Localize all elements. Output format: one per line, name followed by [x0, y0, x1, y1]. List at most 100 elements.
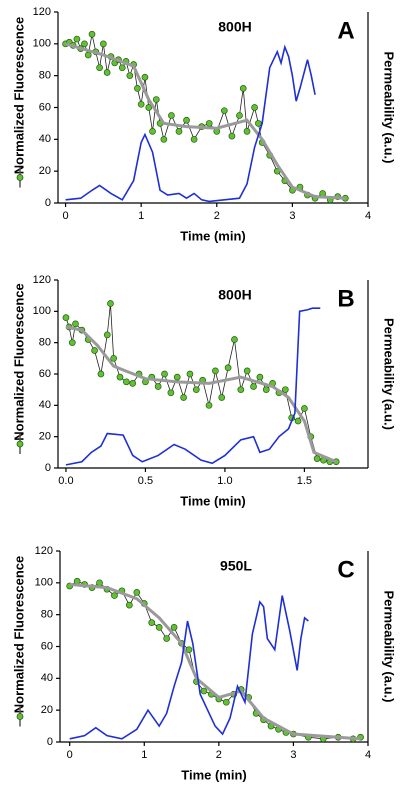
data-point [81, 40, 88, 48]
data-point [294, 417, 302, 425]
data-point [103, 331, 111, 339]
data-point [243, 128, 251, 135]
y-tick-label: 0 [45, 197, 51, 209]
x-tick-label: 1.0 [217, 475, 232, 487]
data-point [126, 601, 133, 609]
data-point [205, 401, 213, 409]
y-tick-label: 120 [35, 545, 53, 557]
chart-title: 800H [218, 19, 251, 35]
data-point [262, 386, 270, 394]
data-point [239, 85, 247, 92]
data-point [62, 314, 70, 321]
x-tick-label: 3 [290, 749, 296, 761]
panel-label: A [337, 17, 354, 44]
data-point [160, 135, 168, 143]
y-tick-label: 40 [39, 399, 51, 411]
x-tick-label: 4 [365, 749, 371, 761]
y-tick-label: 60 [39, 101, 51, 113]
x-tick-label: 1 [141, 749, 147, 761]
data-point [192, 386, 200, 394]
y-tick-label: 60 [39, 368, 51, 380]
data-point [200, 687, 208, 695]
x-axis-label: Time (min) [181, 767, 247, 782]
data-point [110, 354, 117, 362]
data-point [175, 128, 183, 135]
data-point [154, 383, 162, 390]
y-tick-label: 40 [41, 672, 53, 684]
y2-axis-label: Permeability (a.u.) [382, 318, 397, 430]
data-point [255, 120, 262, 127]
data-point [141, 73, 149, 81]
data-point [173, 373, 181, 381]
data-point [281, 386, 289, 394]
permeability-line [69, 595, 309, 740]
data-point [134, 85, 141, 92]
data-point [313, 455, 321, 462]
x-axis-label: Time (min) [180, 228, 246, 243]
data-point [256, 373, 264, 381]
y-axis-label: Normalized Fluorescence [11, 556, 26, 714]
data-point [73, 35, 81, 43]
data-point [133, 589, 141, 596]
data-point [212, 367, 219, 375]
data-point [218, 394, 226, 401]
data-point [228, 132, 236, 140]
data-point [237, 386, 245, 394]
data-point [236, 112, 243, 119]
y-tick-label: 80 [39, 70, 51, 82]
legend-marker [16, 174, 24, 181]
data-line [69, 580, 361, 740]
y-tick-label: 60 [41, 640, 53, 652]
x-axis-label: Time (min) [180, 493, 246, 508]
data-point [185, 646, 193, 654]
y-tick-label: 40 [39, 133, 51, 145]
y-tick-label: 100 [33, 38, 51, 50]
data-point [220, 107, 228, 115]
data-point [205, 120, 213, 127]
y-tick-label: 20 [41, 704, 53, 716]
x-tick-label: 0.5 [138, 475, 153, 487]
data-line [65, 34, 346, 201]
data-point [116, 373, 124, 381]
data-point [111, 592, 118, 599]
data-point [137, 100, 145, 108]
x-tick-label: 2 [216, 749, 222, 761]
data-point [72, 320, 79, 328]
chart-title: 950L [220, 558, 252, 574]
data-point [224, 364, 232, 372]
x-tick-label: 3 [289, 210, 295, 222]
data-point [129, 380, 137, 387]
data-point [152, 96, 160, 103]
data-point [167, 389, 175, 397]
x-tick-label: 2 [214, 210, 220, 222]
y-tick-label: 100 [35, 577, 53, 589]
data-point [88, 30, 96, 38]
chart-title: 800H [218, 287, 251, 303]
smooth-line [65, 325, 337, 464]
y-tick-label: 120 [33, 6, 51, 18]
data-point [250, 383, 257, 390]
data-point [155, 624, 163, 631]
data-point [251, 104, 258, 111]
x-tick-label: 0 [62, 210, 68, 222]
y2-axis-label: Permeability (a.u.) [382, 591, 397, 703]
data-point [168, 112, 175, 119]
data-point [243, 367, 251, 375]
y2-axis-label: Permeability (a.u.) [382, 52, 397, 164]
y-tick-label: 0 [45, 462, 51, 474]
legend-marker [16, 713, 24, 720]
data-point [190, 135, 198, 143]
smooth-line [65, 42, 346, 200]
data-point [107, 300, 114, 307]
data-point [170, 624, 178, 631]
data-point [97, 370, 105, 378]
y-tick-label: 20 [39, 165, 51, 177]
data-point [186, 370, 194, 378]
permeability-line [65, 44, 316, 203]
x-tick-label: 0.0 [58, 475, 73, 487]
y-tick-label: 80 [41, 609, 53, 621]
data-point [148, 619, 156, 626]
data-point [96, 579, 103, 587]
y-axis-label: Normalized Fluorescence [11, 283, 26, 441]
data-point [126, 72, 134, 80]
